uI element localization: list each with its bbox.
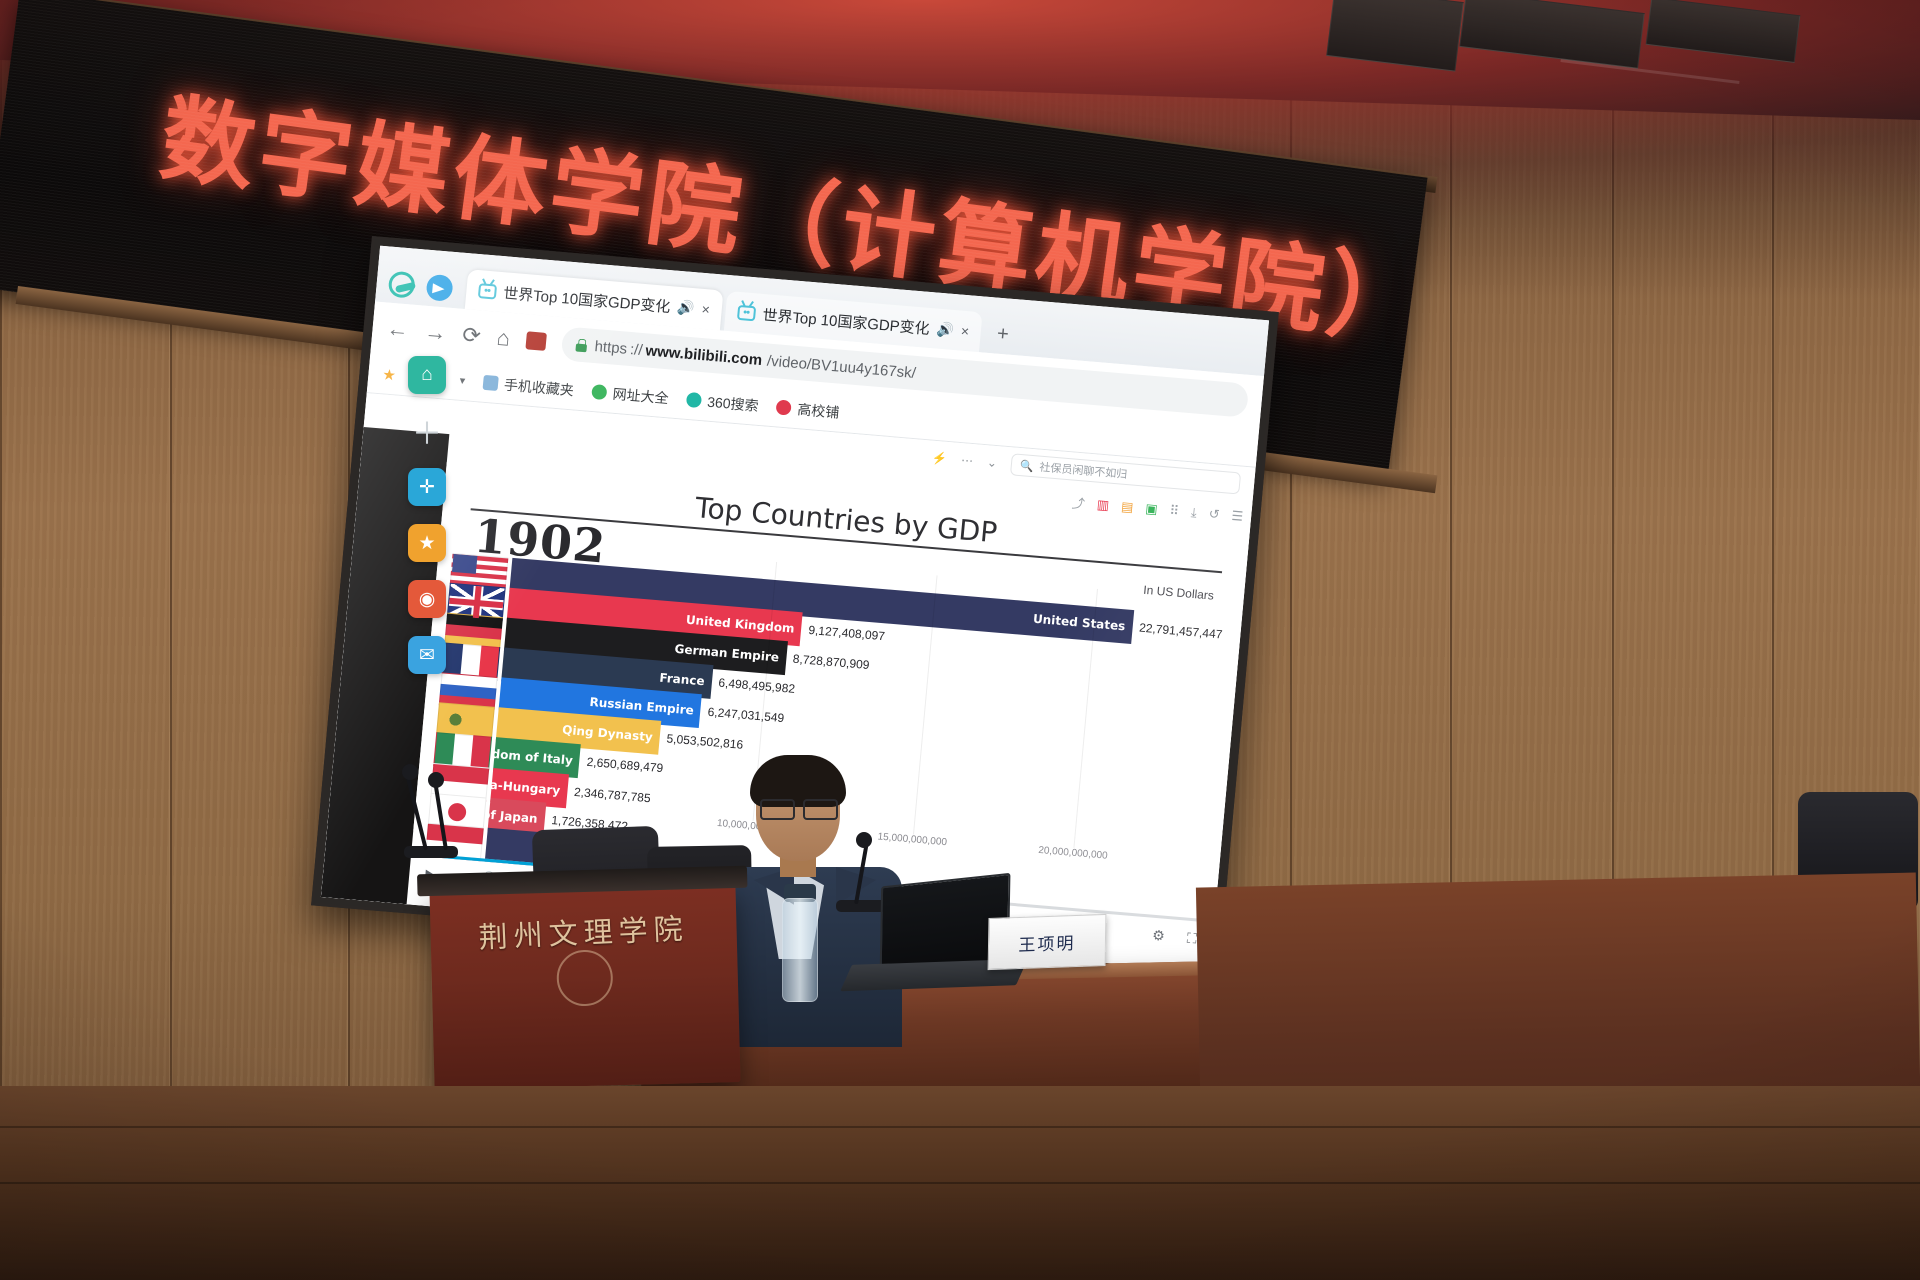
chart-bar-value: 2,346,787,785 bbox=[573, 784, 652, 805]
chart-subtitle: In US Dollars bbox=[1142, 582, 1215, 603]
tab-title: 世界Top 10国家GDP变化 bbox=[761, 306, 931, 338]
new-tab-plus-icon: + bbox=[996, 322, 1010, 346]
url-separator: :// bbox=[629, 340, 644, 359]
bookmark-item[interactable]: 网址大全 bbox=[591, 381, 670, 407]
bookmark-item[interactable]: 手机收藏夹 bbox=[482, 372, 575, 400]
add-icon[interactable]: ＋ bbox=[412, 418, 442, 451]
tab-close-icon[interactable]: × bbox=[960, 322, 970, 340]
more-icon[interactable]: ⋯ bbox=[960, 453, 974, 469]
subtitle-icon[interactable]: ▤ bbox=[1120, 498, 1135, 515]
bookmark-label: 高校铺 bbox=[796, 400, 841, 421]
search-icon bbox=[685, 391, 703, 409]
share-icon[interactable]: ⤴ bbox=[1071, 495, 1086, 512]
undo-icon[interactable]: ↺ bbox=[1208, 505, 1221, 522]
settings-icon[interactable]: ⚙ bbox=[1151, 926, 1166, 944]
home-icon[interactable]: ⌂ bbox=[408, 356, 446, 394]
url-scheme: https bbox=[593, 337, 628, 358]
nameplate-text: 王项明 bbox=[1018, 933, 1076, 956]
url-path: /video/BV1uu4y167sk/ bbox=[766, 352, 917, 382]
briefcase-icon[interactable] bbox=[525, 331, 547, 351]
tab-close-icon[interactable]: × bbox=[701, 300, 711, 318]
chart-bar-value: 6,498,495,982 bbox=[717, 675, 796, 697]
lock-icon bbox=[575, 338, 587, 352]
telegram-icon[interactable] bbox=[425, 273, 454, 302]
water-bottle bbox=[782, 898, 818, 1002]
microphone-head bbox=[402, 764, 418, 780]
presenter-hair bbox=[750, 755, 846, 807]
chart-bar-value: 6,247,031,549 bbox=[707, 705, 785, 726]
tab-audio-icon[interactable]: 🔊 bbox=[676, 298, 696, 316]
forward-icon[interactable]: → bbox=[423, 318, 448, 346]
nameplate: 王项明 bbox=[987, 913, 1107, 971]
podium-seal bbox=[556, 949, 614, 1007]
home-icon[interactable]: ⌂ bbox=[495, 324, 512, 351]
grid-icon[interactable]: ⠿ bbox=[1168, 502, 1180, 518]
star-icon[interactable]: ★ bbox=[408, 524, 446, 562]
microphone-head bbox=[856, 832, 872, 848]
bilibili-favicon bbox=[737, 304, 757, 321]
search-placeholder: 社保员闲聊不如归 bbox=[1038, 461, 1128, 481]
medical-icon[interactable]: ✛ bbox=[408, 468, 446, 506]
flash-icon[interactable]: ⚡ bbox=[931, 450, 948, 466]
chevron-down-icon[interactable]: ▾ bbox=[459, 374, 466, 388]
theater-icon[interactable]: ▥ bbox=[1096, 496, 1110, 513]
star-icon[interactable]: ★ bbox=[381, 365, 397, 384]
bilibili-favicon bbox=[477, 282, 498, 300]
tab-audio-icon[interactable]: 🔊 bbox=[935, 320, 955, 338]
new-tab-button[interactable]: + bbox=[983, 313, 1022, 356]
bookmark-item[interactable]: 360搜索 bbox=[685, 389, 760, 415]
microphone-base bbox=[836, 900, 890, 912]
menu-icon[interactable]: ☰ bbox=[1230, 507, 1244, 524]
download-icon[interactable]: ⤓ bbox=[1190, 504, 1198, 520]
mail-icon[interactable]: ✉ bbox=[408, 636, 446, 674]
microphone-head bbox=[428, 772, 444, 788]
bottle-cap bbox=[784, 884, 816, 902]
chevron-down-icon[interactable]: ⌄ bbox=[986, 455, 998, 471]
search-icon: 🔍 bbox=[1019, 459, 1035, 473]
bookmark-label: 手机收藏夹 bbox=[503, 376, 575, 398]
presenter-glasses bbox=[760, 799, 838, 820]
back-icon[interactable]: ← bbox=[385, 315, 410, 343]
bookmark-label: 网址大全 bbox=[612, 385, 670, 406]
bookmark-label: 360搜索 bbox=[706, 393, 760, 414]
phone-icon bbox=[482, 374, 499, 392]
chart-bar-value: 8,728,870,909 bbox=[792, 651, 871, 673]
chart-bar-value: 5,053,502,816 bbox=[665, 731, 744, 753]
reload-icon[interactable]: ⟳ bbox=[461, 321, 482, 349]
widescreen-icon[interactable]: ▣ bbox=[1144, 500, 1159, 517]
url-host: www.bilibili.com bbox=[644, 341, 763, 369]
chart-bar-value: 2,650,689,479 bbox=[586, 755, 664, 776]
podium-label: 荆州文理学院 bbox=[477, 911, 690, 955]
chart-bar-value: 9,127,408,097 bbox=[807, 622, 886, 644]
tab-title: 世界Top 10国家GDP变化 bbox=[502, 284, 672, 316]
chart-bar-value: 22,791,457,447 bbox=[1138, 620, 1224, 642]
weibo-icon[interactable]: ◉ bbox=[408, 580, 446, 618]
bookmark-item[interactable]: 高校铺 bbox=[775, 397, 841, 422]
edge-browser-icon[interactable] bbox=[387, 270, 416, 299]
globe-icon bbox=[591, 383, 608, 401]
flame-icon bbox=[775, 399, 793, 416]
podium: 荆州文理学院 bbox=[417, 865, 748, 1090]
fullscreen-icon[interactable]: ⛶ bbox=[1186, 929, 1198, 947]
floor bbox=[0, 1086, 1920, 1280]
microphone-base bbox=[404, 846, 458, 858]
